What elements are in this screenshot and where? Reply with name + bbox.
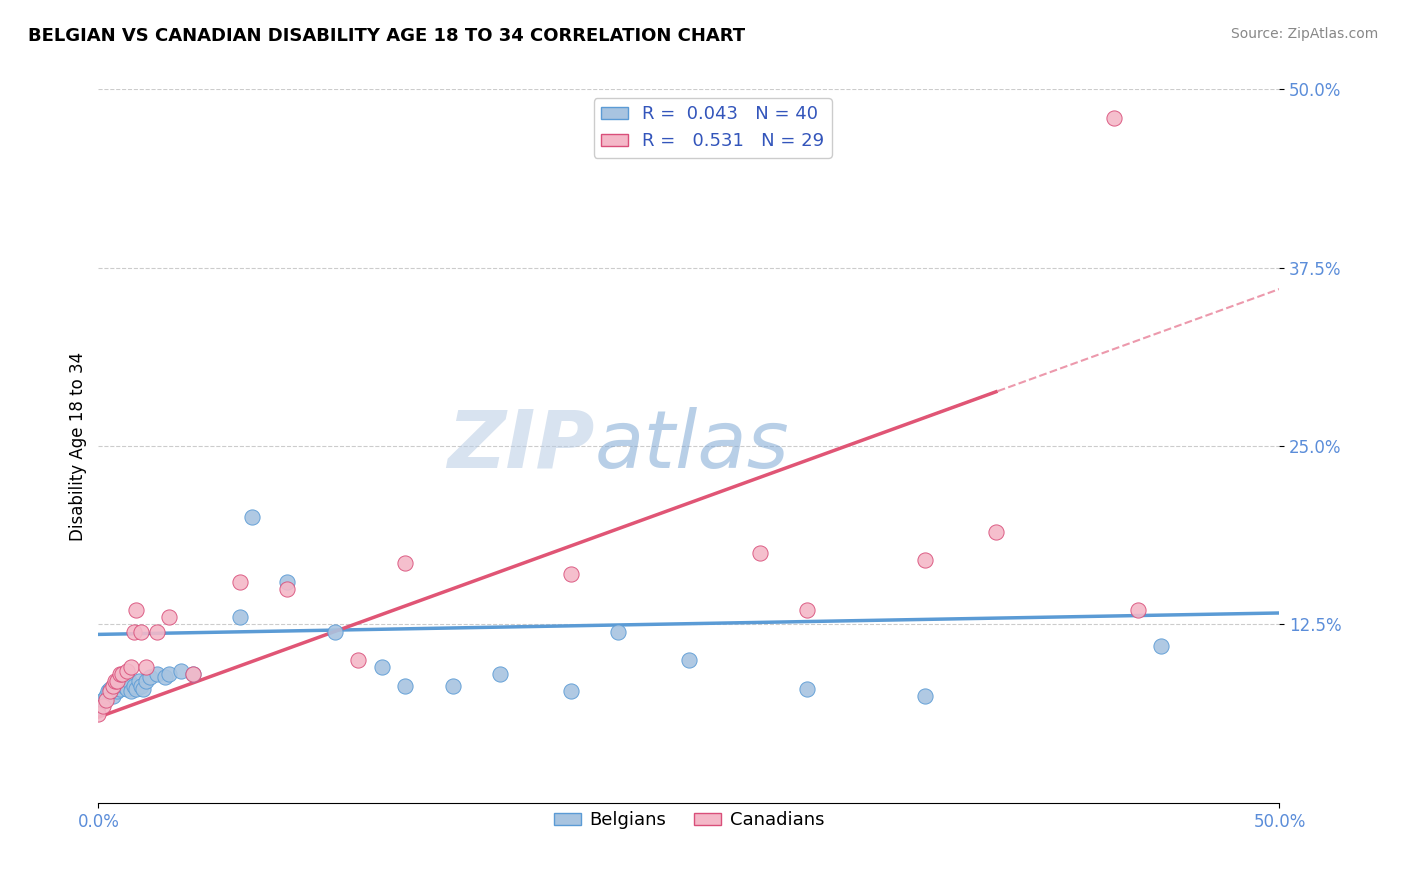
- Point: [153, 670, 176, 684]
- Point: [914, 689, 936, 703]
- Point: [181, 667, 204, 681]
- Point: [101, 689, 124, 703]
- Point: [347, 653, 370, 667]
- Point: [181, 667, 204, 681]
- Point: [1102, 111, 1125, 125]
- Point: [489, 667, 512, 681]
- Point: [984, 524, 1007, 539]
- Point: [394, 556, 416, 570]
- Point: [128, 674, 150, 689]
- Point: [91, 698, 114, 713]
- Point: [108, 667, 131, 681]
- Point: [105, 674, 128, 689]
- Point: [111, 674, 134, 689]
- Point: [441, 679, 464, 693]
- Point: [129, 624, 152, 639]
- Point: [1150, 639, 1173, 653]
- Point: [94, 689, 117, 703]
- Point: [112, 679, 135, 693]
- Point: [91, 693, 114, 707]
- Point: [157, 667, 180, 681]
- Point: [105, 684, 128, 698]
- Point: [170, 665, 193, 679]
- Point: [748, 546, 770, 560]
- Point: [1126, 603, 1149, 617]
- Point: [125, 603, 148, 617]
- Text: Source: ZipAtlas.com: Source: ZipAtlas.com: [1230, 27, 1378, 41]
- Point: [157, 610, 180, 624]
- Point: [115, 681, 138, 696]
- Point: [135, 674, 157, 689]
- Point: [560, 684, 582, 698]
- Point: [104, 679, 127, 693]
- Point: [121, 684, 143, 698]
- Point: [111, 667, 134, 681]
- Text: BELGIAN VS CANADIAN DISABILITY AGE 18 TO 34 CORRELATION CHART: BELGIAN VS CANADIAN DISABILITY AGE 18 TO…: [28, 27, 745, 45]
- Point: [101, 679, 124, 693]
- Point: [87, 698, 110, 713]
- Point: [104, 674, 127, 689]
- Point: [129, 679, 152, 693]
- Text: ZIP: ZIP: [447, 407, 595, 485]
- Point: [125, 681, 148, 696]
- Point: [139, 670, 162, 684]
- Point: [371, 660, 394, 674]
- Point: [118, 674, 141, 689]
- Point: [323, 624, 346, 639]
- Point: [796, 681, 818, 696]
- Point: [276, 582, 298, 596]
- Point: [276, 574, 298, 589]
- Point: [115, 665, 138, 679]
- Point: [132, 681, 155, 696]
- Point: [108, 681, 131, 696]
- Point: [146, 667, 169, 681]
- Point: [98, 681, 121, 696]
- Point: [394, 679, 416, 693]
- Text: atlas: atlas: [595, 407, 789, 485]
- Point: [914, 553, 936, 567]
- Point: [135, 660, 157, 674]
- Point: [229, 574, 252, 589]
- Point: [146, 624, 169, 639]
- Point: [122, 679, 145, 693]
- Point: [87, 707, 110, 722]
- Point: [122, 624, 145, 639]
- Y-axis label: Disability Age 18 to 34: Disability Age 18 to 34: [69, 351, 87, 541]
- Point: [607, 624, 630, 639]
- Point: [560, 567, 582, 582]
- Point: [97, 684, 120, 698]
- Legend: Belgians, Canadians: Belgians, Canadians: [547, 805, 831, 837]
- Point: [121, 660, 143, 674]
- Point: [229, 610, 252, 624]
- Point: [94, 693, 117, 707]
- Point: [98, 684, 121, 698]
- Point: [678, 653, 700, 667]
- Point: [240, 510, 263, 524]
- Point: [796, 603, 818, 617]
